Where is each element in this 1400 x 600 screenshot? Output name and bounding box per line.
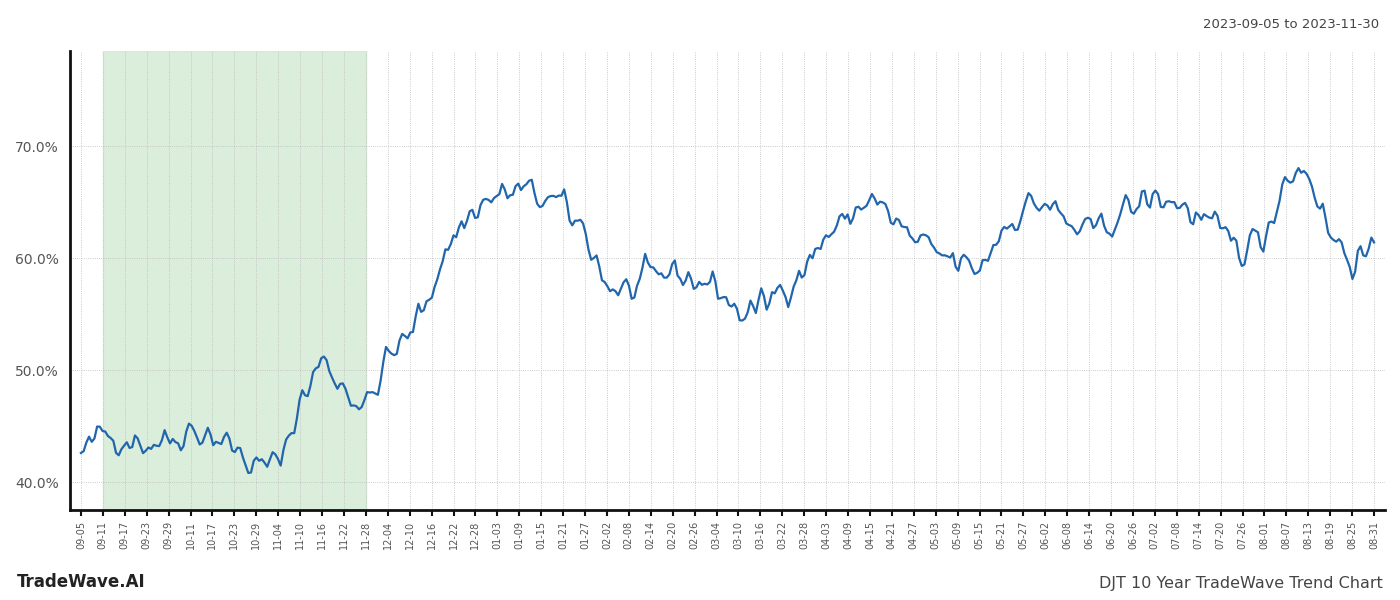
Bar [102,51,365,510]
Text: 2023-09-05 to 2023-11-30: 2023-09-05 to 2023-11-30 [1203,18,1379,31]
Text: TradeWave.AI: TradeWave.AI [17,573,146,591]
Text: DJT 10 Year TradeWave Trend Chart: DJT 10 Year TradeWave Trend Chart [1099,576,1383,591]
